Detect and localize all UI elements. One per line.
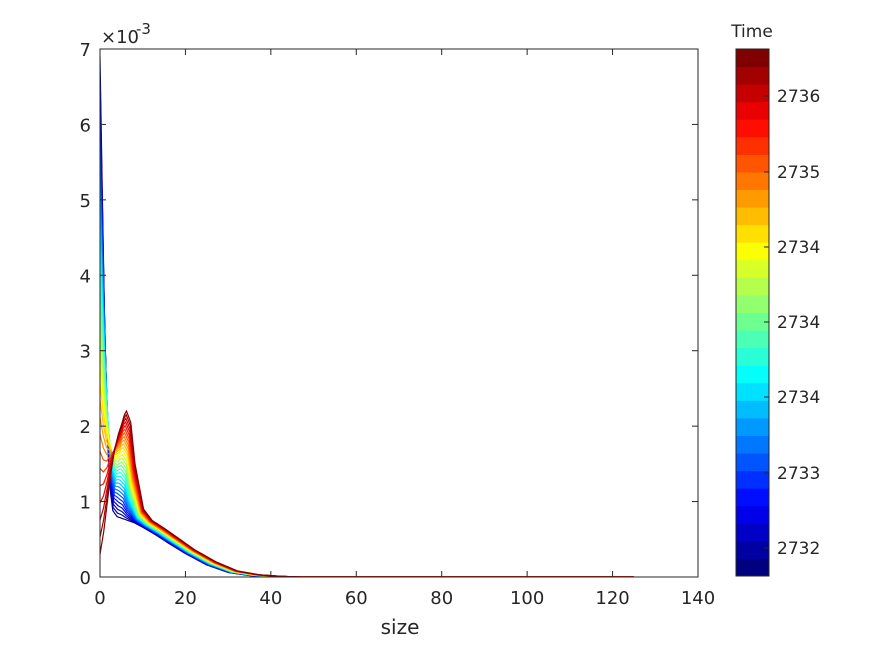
colorbar-frame xyxy=(735,48,770,577)
colorbar-swatch xyxy=(736,242,769,261)
colorbar-swatch xyxy=(736,400,769,419)
y-tick-label: 4 xyxy=(80,266,91,287)
y-tick-label: 5 xyxy=(80,191,91,212)
colorbar-swatch xyxy=(736,523,769,542)
colorbar-tick-label: 2734 xyxy=(777,388,820,408)
y-exponent-label: ×10 -3 xyxy=(101,20,151,48)
series-line-30 xyxy=(100,409,634,577)
y-tick-label: 6 xyxy=(80,115,91,136)
colorbar-title: Time xyxy=(730,22,773,42)
colorbar-swatch xyxy=(736,505,769,524)
axes: 0 20 40 60 80 100 120 140 0 1 2 3 4 5 6 7 xyxy=(80,40,716,609)
colorbar-swatch xyxy=(736,207,769,226)
x-tick-label: 140 xyxy=(681,588,715,609)
colorbar-swatch xyxy=(736,171,769,191)
colorbar: 2732 2733 2734 2734 2734 2735 2736 xyxy=(735,48,820,577)
colorbar-swatch xyxy=(736,294,769,313)
colorbar-swatch xyxy=(736,382,769,401)
colorbar-swatch xyxy=(736,312,769,331)
colorbar-swatch xyxy=(736,101,769,120)
y-tick-label: 0 xyxy=(80,568,91,589)
colorbar-swatch xyxy=(736,277,769,296)
colorbar-tick-label: 2733 xyxy=(777,464,820,484)
series-group xyxy=(100,56,634,577)
colorbar-tick-label: 2734 xyxy=(777,238,820,258)
colorbar-swatch xyxy=(736,154,769,173)
y-tick-label: 1 xyxy=(80,493,91,514)
colorbar-swatch xyxy=(736,435,769,454)
colorbar-tick-label: 2734 xyxy=(777,313,820,333)
x-tick-label: 0 xyxy=(94,588,105,609)
colorbar-swatch xyxy=(736,558,769,577)
colorbar-swatch xyxy=(736,49,769,68)
x-tick-label: 100 xyxy=(510,588,544,609)
colorbar-swatch xyxy=(736,136,769,155)
colorbar-swatch xyxy=(736,488,769,507)
y-tick-label: 2 xyxy=(80,417,91,438)
colorbar-tick-label: 2735 xyxy=(777,163,820,183)
colorbar-swatch xyxy=(736,453,769,472)
x-tick-label: 40 xyxy=(259,588,282,609)
colorbar-swatch xyxy=(736,417,769,436)
x-tick-label: 80 xyxy=(430,588,453,609)
colorbar-swatch xyxy=(736,347,769,366)
colorbar-swatch xyxy=(736,84,769,103)
colorbar-swatch xyxy=(736,540,769,559)
colorbar-swatch xyxy=(736,66,769,85)
colorbar-swatch xyxy=(736,330,769,349)
colorbar-swatch xyxy=(736,119,769,138)
colorbar-swatch xyxy=(736,189,769,208)
colorbar-swatch xyxy=(736,259,769,278)
colorbar-swatch xyxy=(736,224,769,243)
axes-box xyxy=(99,48,699,578)
x-tick-label: 20 xyxy=(174,588,197,609)
colorbar-tick-label: 2732 xyxy=(777,539,820,559)
svg-text:-3: -3 xyxy=(136,20,151,38)
y-tick-label: 3 xyxy=(80,342,91,363)
y-tick-label: 7 xyxy=(80,40,91,61)
plot-area xyxy=(100,49,698,577)
colorbar-swatch xyxy=(736,470,769,489)
colorbar-swatch xyxy=(736,365,769,384)
x-axis-label: size xyxy=(381,615,420,639)
svg-text:×10: ×10 xyxy=(101,27,139,48)
x-tick-label: 120 xyxy=(595,588,629,609)
x-tick-label: 60 xyxy=(345,588,368,609)
colorbar-tick-label: 2736 xyxy=(777,87,820,107)
